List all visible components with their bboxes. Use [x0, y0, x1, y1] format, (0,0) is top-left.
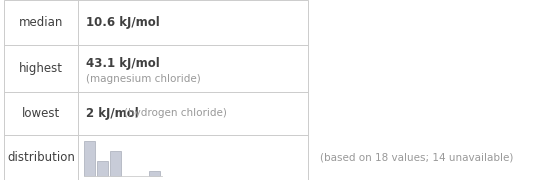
FancyBboxPatch shape [84, 141, 95, 176]
Text: highest: highest [19, 62, 63, 75]
FancyBboxPatch shape [97, 161, 108, 176]
Text: (magnesium chloride): (magnesium chloride) [86, 74, 201, 84]
Text: distribution: distribution [7, 151, 75, 164]
FancyBboxPatch shape [110, 151, 121, 176]
Text: 43.1 kJ/mol: 43.1 kJ/mol [86, 57, 160, 71]
Text: (based on 18 values; 14 unavailable): (based on 18 values; 14 unavailable) [320, 152, 513, 163]
Text: 10.6 kJ/mol: 10.6 kJ/mol [86, 16, 160, 29]
Text: median: median [19, 16, 63, 29]
Text: 2 kJ/mol: 2 kJ/mol [86, 107, 139, 120]
FancyBboxPatch shape [4, 0, 308, 180]
Text: lowest: lowest [22, 107, 60, 120]
FancyBboxPatch shape [149, 171, 160, 176]
Text: (hydrogen chloride): (hydrogen chloride) [124, 109, 227, 118]
